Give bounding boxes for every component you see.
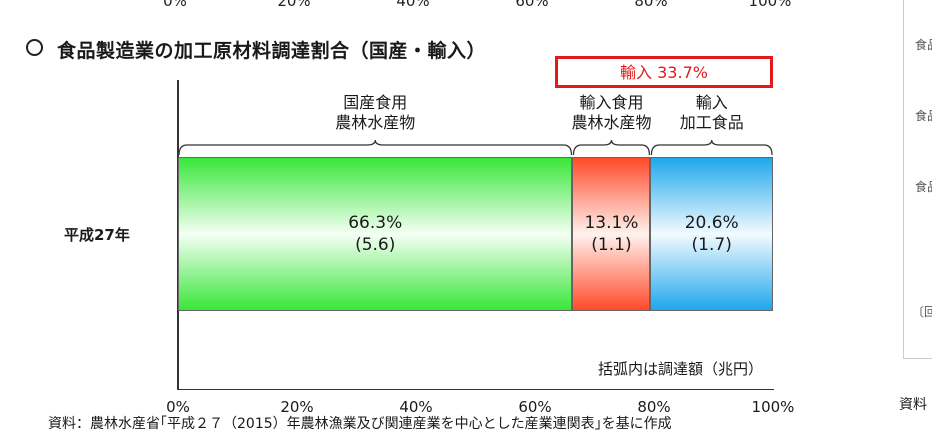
data-label-amount-2: (1.1) (591, 235, 632, 255)
series-label-line: 輸入食用 (579, 93, 644, 112)
data-label-pct-1: 66.3% (348, 213, 403, 233)
top-tick-label: 100% (748, 0, 792, 10)
series-label-line: 農林水産物 (571, 113, 652, 132)
top-tick-label: 20% (277, 0, 311, 10)
x-tick-label: 20% (280, 398, 314, 416)
data-label-pct-3: 20.6% (684, 213, 739, 233)
side-panel-frame: 食品 食品 食品 〔回 (903, 0, 932, 359)
import-total-callout: 輸入 33.7% (555, 56, 773, 88)
side-source-label: 資料 (899, 397, 927, 413)
x-tick-label: 40% (399, 398, 433, 416)
chart-title: 食品製造業の加工原材料調達割合（国産・輸入） (26, 36, 486, 63)
data-label-amount-3: (1.7) (691, 235, 732, 255)
brace-3 (650, 139, 773, 156)
top-tick-label: 80% (634, 0, 668, 10)
brace-2 (572, 139, 651, 156)
series-label-2: 輸入食用 農林水産物 (571, 93, 651, 133)
top-axis-ticks: 0% 20% 40% 60% 80% 100% (0, 0, 880, 10)
data-label-amount-1: (5.6) (355, 235, 396, 255)
data-label-1: 66.3% (5.6) (348, 212, 402, 256)
side-label-1: 食品 (915, 38, 932, 52)
bar-segment-1 (178, 157, 573, 311)
x-tick-label: 0% (166, 398, 190, 416)
data-label-pct-2: 13.1% (584, 213, 639, 233)
source-note: 資料：農林水産省｢平成２７（2015）年農林漁業及び関連産業を中心とした産業連関… (48, 416, 672, 432)
series-label-1: 国産食用 農林水産物 (335, 93, 415, 133)
series-label-line: 国産食用 (343, 93, 408, 112)
brace-1 (178, 139, 573, 156)
x-tick-label: 60% (518, 398, 552, 416)
side-label-2: 食品 (915, 109, 932, 123)
data-label-2: 13.1% (1.1) (584, 212, 638, 256)
top-tick-label: 60% (515, 0, 549, 10)
x-tick-label: 80% (637, 398, 671, 416)
unit-note: 括弧内は調達額（兆円） (598, 360, 764, 378)
title-text: 食品製造業の加工原材料調達割合（国産・輸入） (57, 40, 487, 62)
x-tick-label: 100% (751, 398, 795, 416)
top-tick-label: 0% (163, 0, 187, 10)
bar-segment-3 (650, 157, 773, 311)
series-label-line: 農林水産物 (335, 113, 416, 132)
x-axis-line (177, 389, 774, 390)
series-label-line: 輸入 (695, 93, 728, 112)
top-tick-label: 40% (396, 0, 430, 10)
series-label-3: 輸入 加工食品 (680, 93, 744, 133)
bullet-circle-icon (26, 39, 43, 56)
category-label: 平成27年 (64, 226, 130, 244)
series-label-line: 加工食品 (679, 113, 744, 132)
side-label-4: 〔回 (912, 305, 932, 319)
bar-segment-2 (572, 157, 651, 311)
side-label-3: 食品 (915, 180, 932, 194)
data-label-3: 20.6% (1.7) (685, 212, 739, 256)
